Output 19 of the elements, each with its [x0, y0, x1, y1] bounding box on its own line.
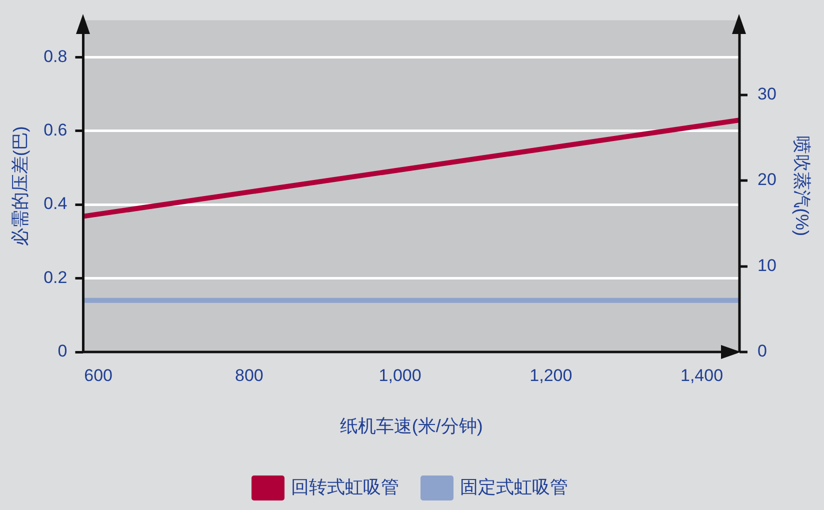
y2-tick-label: 30	[757, 84, 776, 104]
x-tick-label: 1,000	[378, 366, 422, 385]
legend-label: 固定式虹吸管	[460, 476, 568, 497]
x-tick-label: 1,400	[680, 366, 724, 385]
y-tick-label: 0.2	[44, 268, 68, 287]
legend-label: 回转式虹吸管	[291, 476, 399, 497]
x-axis-title: 纸机车速(米/分钟)	[340, 416, 483, 436]
y2-tick-label: 10	[757, 256, 776, 275]
y2-tick-label: 20	[757, 170, 776, 190]
y-tick-label: 0	[58, 342, 68, 361]
y-tick-label: 0.6	[44, 120, 68, 140]
y2-axis-title: 喷吹蒸汽(%)	[792, 136, 812, 236]
y-axis-title: 必需的压差(巴)	[10, 126, 30, 246]
y-tick-label: 0.8	[44, 46, 68, 66]
y2-tick-label: 0	[757, 342, 767, 361]
x-tick-label: 1,200	[530, 366, 572, 385]
x-tick-label: 800	[234, 366, 264, 385]
x-tick-label: 600	[84, 366, 113, 385]
y-tick-label: 0.4	[44, 194, 68, 214]
